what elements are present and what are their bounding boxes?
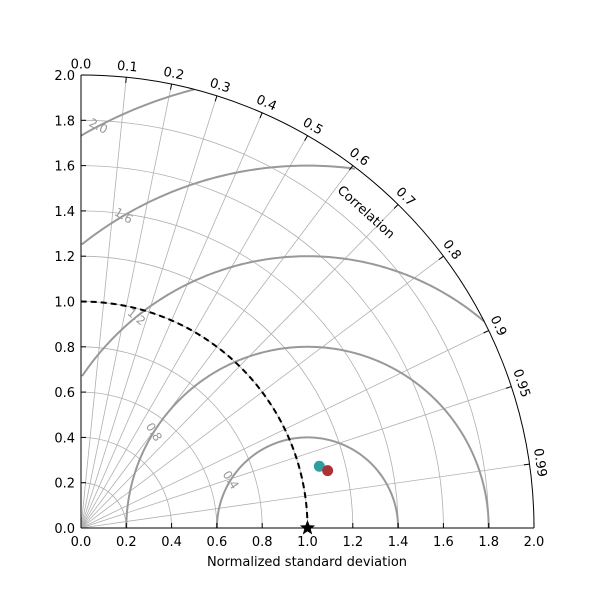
correlation-tick-label: 0.95 — [509, 367, 532, 399]
rms-contour-label: 1.6 — [112, 205, 136, 227]
correlation-tick-label: 0.5 — [300, 115, 325, 138]
y-tick-label: 1.2 — [54, 250, 75, 265]
rms-contours: 0.40.81.21.62.0 — [80, 88, 490, 529]
rms-contour — [215, 436, 400, 528]
reference-std-arc — [80, 300, 309, 529]
x-tick-label: 1.0 — [297, 535, 318, 550]
std-grid-circle — [80, 210, 399, 529]
rms-contour-label: 2.0 — [87, 116, 110, 137]
y-tick-label: 0.0 — [54, 522, 75, 537]
y-tick-label: 0.8 — [54, 341, 75, 356]
correlation-tick-label: 0.2 — [162, 65, 185, 84]
correlation-tick-label: 0.9 — [487, 314, 510, 339]
grid-lines — [80, 75, 530, 529]
correlation-tick — [169, 84, 173, 90]
std-grid-circle — [80, 346, 263, 529]
correlation-grid-line — [80, 95, 218, 529]
reference-arc — [80, 300, 309, 529]
correlation-axis-label: Correlation — [334, 183, 397, 242]
correlation-tick-label: 0.0 — [71, 57, 92, 72]
correlation-tick — [438, 255, 444, 260]
correlation-tick-label: 0.6 — [346, 145, 372, 169]
correlation-tick — [304, 135, 308, 141]
correlation-tick — [125, 77, 127, 83]
correlation-ticks: 0.0 0.1 0.20.30.40.50.60.70.80.90.950.99 — [71, 57, 549, 478]
y-tick-label: 0.4 — [54, 431, 75, 446]
correlation-tick — [214, 95, 218, 102]
rms-contour-label: 0.8 — [143, 420, 165, 444]
outer-arc — [80, 74, 535, 529]
x-tick-label: 0.2 — [116, 535, 137, 550]
y-tick-label: 0.2 — [54, 477, 75, 492]
rms-contour — [81, 255, 485, 377]
rms-contour — [125, 345, 490, 529]
x-tick-label: 1.8 — [478, 535, 499, 550]
y-tick-label: 1.8 — [54, 114, 75, 129]
rms-contour — [81, 164, 355, 246]
x-tick-label: 2.0 — [524, 535, 545, 550]
x-axis-ticks: 0.0 0.2 0.4 0.6 0.8 1.0 1.2 1.4 1.6 1.8 2.0 — [71, 523, 545, 550]
reference-star-marker — [299, 520, 316, 535]
y-tick-label: 1.4 — [54, 205, 75, 220]
std-grid-circle — [80, 391, 218, 529]
correlation-tick — [393, 204, 399, 209]
correlation-grid-line — [80, 165, 354, 529]
std-grid-circle — [80, 255, 354, 529]
y-tick-label: 2.0 — [54, 69, 75, 84]
correlation-tick — [259, 112, 263, 119]
correlation-tick — [505, 386, 512, 389]
data-points — [299, 460, 334, 535]
correlation-tick-label: 0.99 — [530, 447, 549, 478]
correlation-tick — [349, 165, 354, 171]
correlation-tick-label: 0.3 — [208, 76, 232, 97]
x-tick-label: 1.2 — [342, 535, 363, 550]
std-grid-circle — [80, 482, 127, 529]
x-tick-label: 0.0 — [71, 535, 92, 550]
y-tick-label: 1.6 — [54, 160, 75, 175]
plot-frame — [80, 74, 535, 529]
y-tick-label: 1.0 — [54, 296, 75, 311]
rms-contour-label: 0.4 — [220, 468, 242, 492]
correlation-tick-label: 0.8 — [439, 237, 463, 263]
y-tick-label: 0.6 — [54, 386, 75, 401]
correlation-tick-label: 0.1 — [116, 59, 138, 76]
x-axis-label: Normalized standard deviation — [207, 555, 407, 570]
y-axis-ticks: 0.0 0.2 0.4 0.6 0.8 1.0 1.2 1.4 1.6 1.8 2.0 — [54, 69, 86, 537]
x-tick-label: 0.6 — [207, 535, 228, 550]
x-tick-label: 0.4 — [161, 535, 182, 550]
data-point — [322, 465, 334, 477]
x-tick-label: 1.6 — [433, 535, 454, 550]
std-grid-circle — [80, 119, 490, 529]
correlation-grid-line — [80, 135, 308, 529]
std-grid-circle — [80, 165, 444, 529]
x-tick-label: 1.4 — [388, 535, 409, 550]
rms-contour — [80, 88, 195, 137]
x-tick-label: 0.8 — [252, 535, 273, 550]
data-point — [313, 460, 325, 472]
correlation-tick — [523, 463, 530, 466]
correlation-tick — [483, 330, 489, 334]
